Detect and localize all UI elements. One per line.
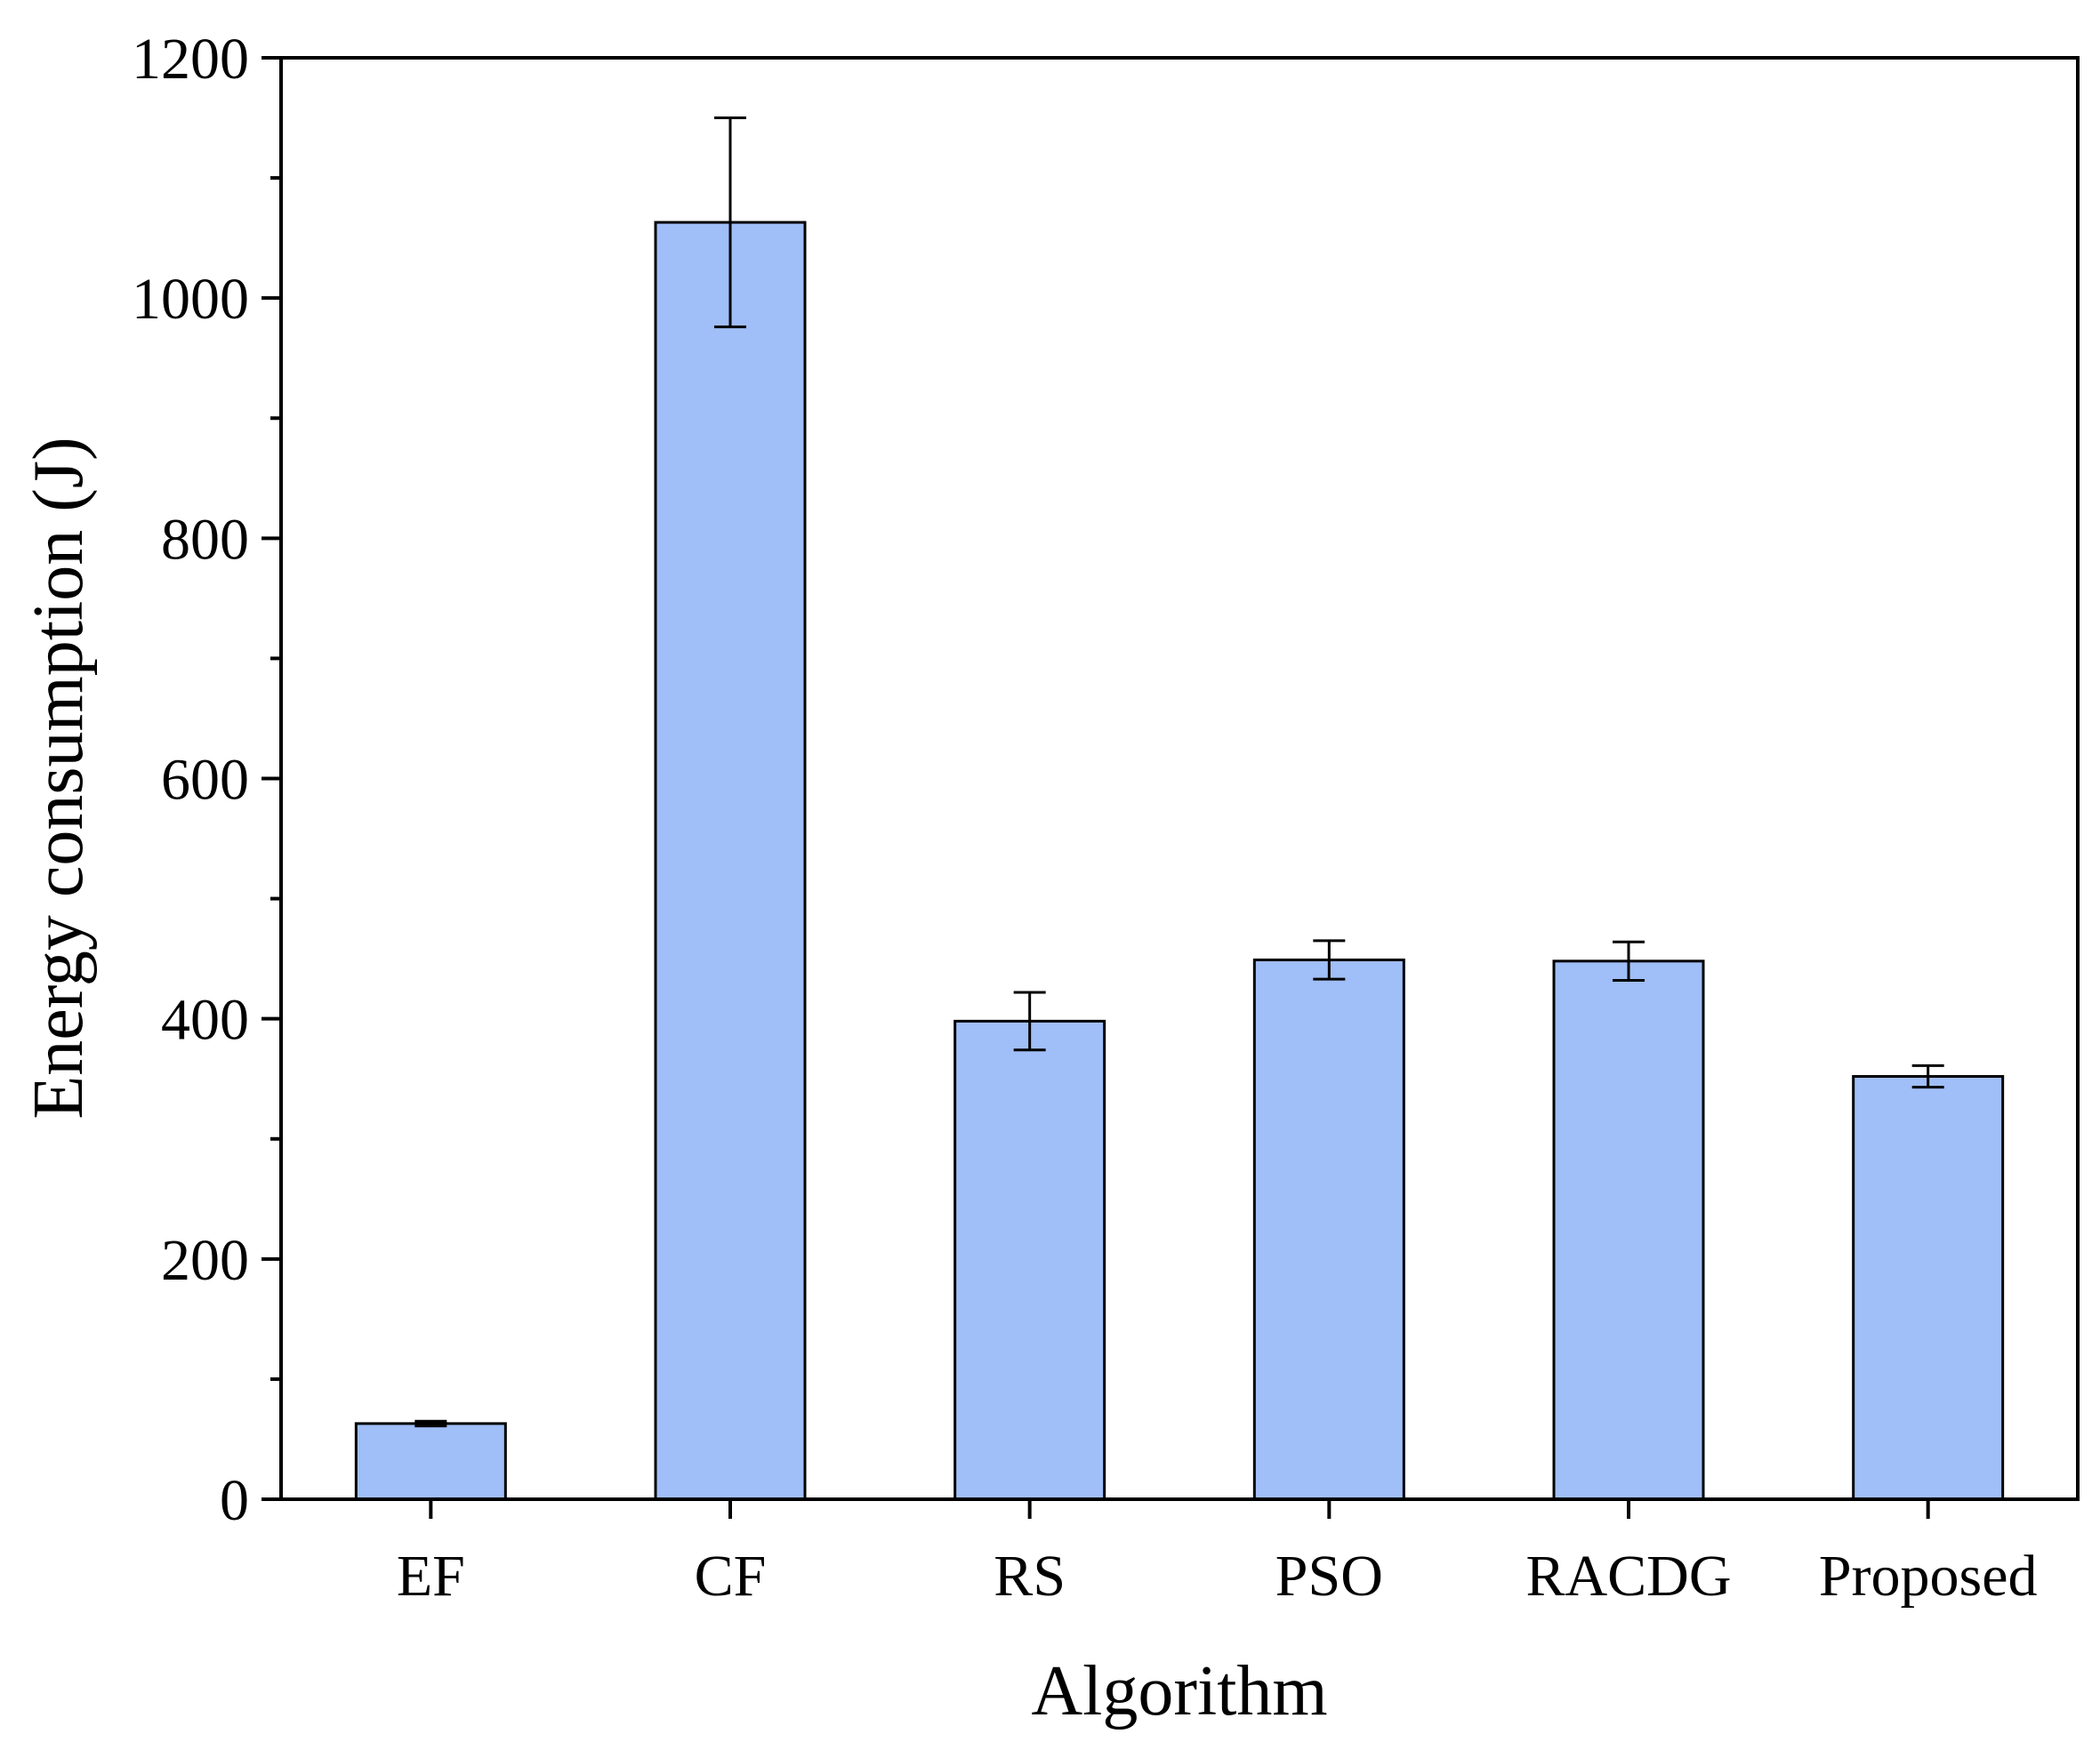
error-bar-ef <box>414 1419 447 1428</box>
error-bar-pso <box>1313 939 1346 981</box>
y-tick-label: 600 <box>161 748 249 813</box>
error-bar-cf <box>714 116 746 329</box>
x-tick-label: RS <box>994 1544 1066 1609</box>
x-tick-label: PSO <box>1275 1544 1383 1609</box>
bar-ef <box>354 1422 507 1501</box>
x-tick-label: RACDG <box>1525 1544 1731 1609</box>
bars-layer <box>354 221 2005 1501</box>
plot-frame <box>279 56 2080 1501</box>
error-bar-proposed <box>1911 1064 1944 1089</box>
error-bars-layer <box>414 116 1944 1428</box>
y-axis-title: Energy consumption (J) <box>20 437 98 1119</box>
x-axis: EF CF RS PSO RACDG Proposed <box>397 1499 2038 1609</box>
bar-pso <box>1252 958 1405 1501</box>
bar-proposed <box>1852 1075 2005 1501</box>
y-tick-label: 1000 <box>132 267 249 332</box>
y-tick-label: 400 <box>161 988 249 1053</box>
x-tick-label: CF <box>695 1544 767 1609</box>
x-tick-label: Proposed <box>1819 1544 2038 1609</box>
bar-racdg <box>1552 959 1705 1501</box>
error-bar-racdg <box>1613 940 1645 982</box>
y-tick-label: 0 <box>220 1468 249 1533</box>
y-tick-label: 1200 <box>132 27 249 92</box>
y-tick-label: 800 <box>161 507 249 572</box>
error-bar-rs <box>1013 991 1046 1052</box>
y-axis: 0 200 400 600 800 1000 1200 <box>132 27 281 1533</box>
y-tick-label: 200 <box>161 1228 249 1293</box>
x-tick-label: EF <box>397 1544 465 1609</box>
bar-rs <box>953 1019 1106 1501</box>
x-axis-title: Algorithm <box>1031 1652 1327 1730</box>
bar-cf <box>654 221 807 1501</box>
